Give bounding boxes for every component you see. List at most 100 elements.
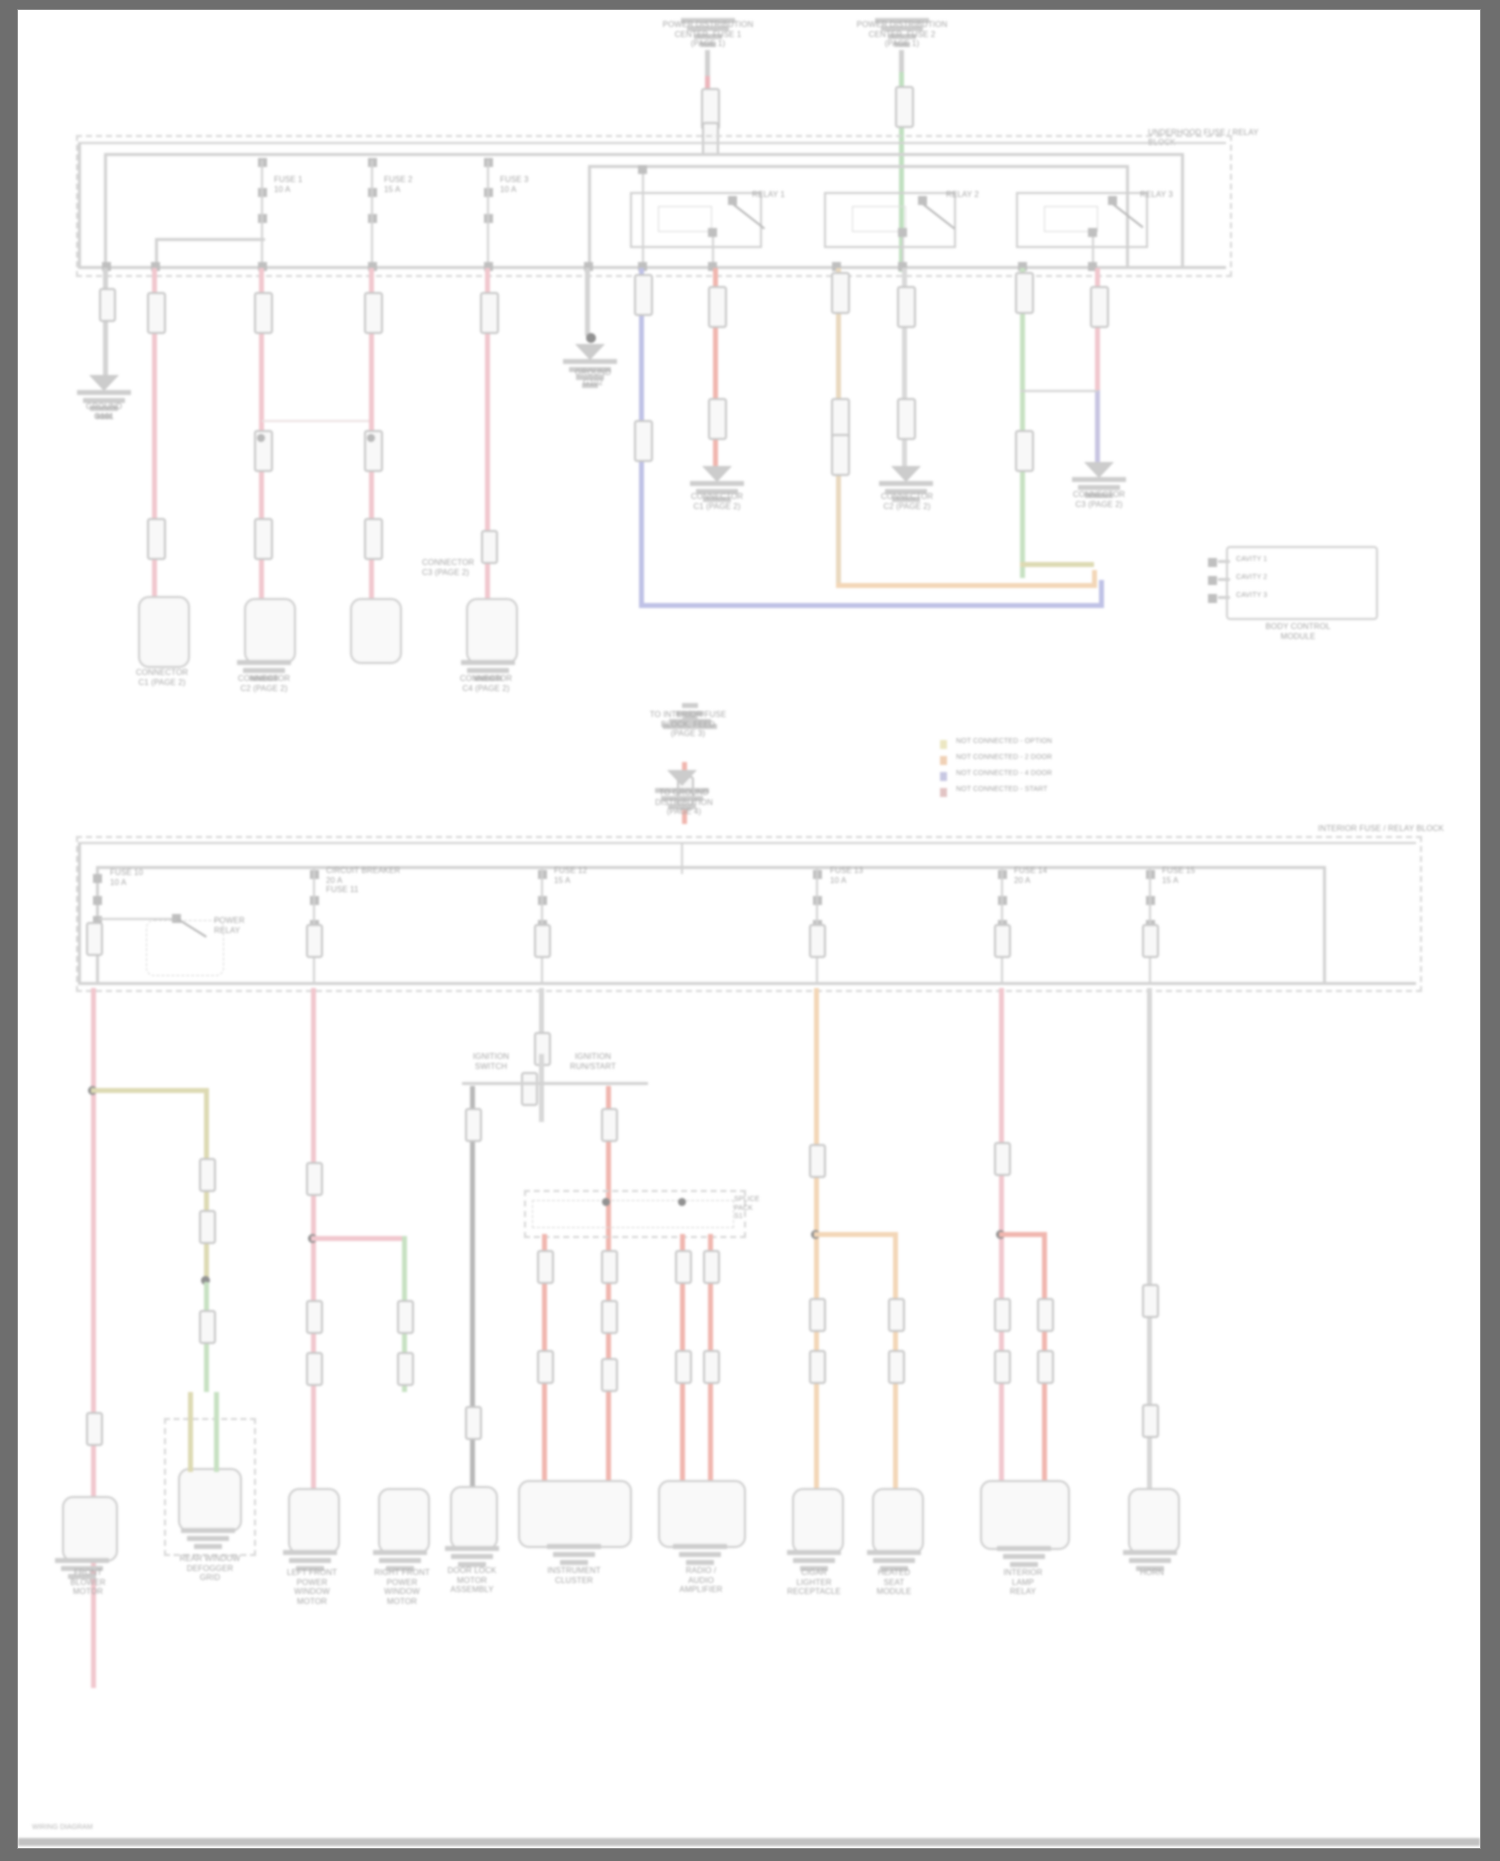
bottom-ground-5 xyxy=(444,1546,500,1567)
bottom-label-6: INSTRUMENT CLUSTER xyxy=(547,1566,601,1585)
fuse-l2-bot-2 xyxy=(306,1352,323,1386)
underhood-fuse-block-outline xyxy=(76,135,1232,277)
lower-pin-1c xyxy=(93,916,102,925)
splice-node-col-c xyxy=(257,434,265,442)
relay-3-pin-b xyxy=(1108,196,1117,205)
legend-text-4: NOT CONNECTED - START xyxy=(956,786,1048,793)
submodule-node-2 xyxy=(678,1198,686,1206)
interior-fuse-block-outline xyxy=(76,836,1422,992)
relay-1-pin-b xyxy=(728,196,737,205)
wire-l3-c xyxy=(539,1086,544,1122)
top-feed-symbol-right xyxy=(874,18,930,47)
lower-fuse-label-4: FUSE 13 10 A xyxy=(830,866,864,885)
lower-fuse-label-6: FUSE 15 15 A xyxy=(1162,866,1196,885)
relay-1-drop-a xyxy=(642,168,644,268)
fuse-l3-3 xyxy=(521,1072,538,1106)
bcm-pin-lead-3 xyxy=(1218,596,1230,599)
fuse-sub-3b xyxy=(703,1350,720,1384)
fuse-l2-bot-1 xyxy=(306,1300,323,1334)
relay-2-drop-b xyxy=(902,232,904,268)
fuse-l1-olive-2 xyxy=(199,1210,216,1244)
connector-label-col-j: CONNECTOR C2 (PAGE 2) xyxy=(880,492,934,511)
fuse-l2-mid xyxy=(306,1162,323,1196)
fuse-col-h-2 xyxy=(708,398,727,440)
connector-col-l xyxy=(1071,477,1127,498)
splice-l1-olive xyxy=(201,1276,210,1285)
connector-col-h xyxy=(689,481,745,502)
ground-label-g102: GROUND G102 xyxy=(574,368,612,387)
fuse-l1-bot xyxy=(86,1412,103,1446)
lower-rail-upper xyxy=(96,866,1326,869)
bottom-ground-4 xyxy=(372,1550,428,1571)
bcm-title: BODY CONTROL MODULE xyxy=(1265,622,1331,641)
component-label-col-b: CONNECTOR C1 (PAGE 2) xyxy=(135,668,189,687)
top-feed-label-right: POWER DISTRIBUTION CENTER, FUSE 2 (PAGE … xyxy=(856,20,948,48)
fuse-col-a xyxy=(99,288,116,322)
submodule-outline xyxy=(524,1190,746,1238)
component-label-col-e: CONNECTOR C4 (PAGE 2) xyxy=(459,674,513,693)
fuse-l4-2 xyxy=(809,1350,826,1384)
relay-2-pin-b xyxy=(918,196,927,205)
lower-right-edge xyxy=(1323,867,1326,983)
relay-3-pin-c xyxy=(1088,228,1097,237)
wire-col-l-pink xyxy=(1095,268,1100,458)
lower-ground-stack xyxy=(654,788,710,809)
relay-coil-1 xyxy=(658,206,712,232)
bus-node-2 xyxy=(151,262,160,271)
legend-swatch-1 xyxy=(940,740,947,749)
fuse-col-e-2 xyxy=(481,530,498,564)
bcm-node-1 xyxy=(1208,558,1217,567)
module-label-right: IGNITION RUN/START xyxy=(570,1052,616,1071)
relay-coil-3 xyxy=(1044,206,1098,232)
relay-1-pin-c xyxy=(708,228,717,237)
legend-swatch-4 xyxy=(940,788,947,797)
lower-ground-lead xyxy=(681,844,683,874)
sheet-footer: WIRING DIAGRAM xyxy=(32,1824,93,1831)
legend-swatch-2 xyxy=(940,756,947,765)
bottom-label-8: CIGAR LIGHTER RECEPTACLE xyxy=(787,1568,841,1596)
wire-col-e xyxy=(485,268,490,598)
wire-col-f xyxy=(585,268,590,336)
bus-node-4 xyxy=(368,262,377,271)
module-label-left: IGNITION SWITCH xyxy=(472,1052,510,1071)
wire-top-feed-right-green xyxy=(899,72,904,272)
lower-rail-top xyxy=(78,842,1416,844)
bottom-component-9 xyxy=(872,1488,924,1554)
fuse-col-e-1 xyxy=(480,292,499,334)
ground-symbol-g101-tri xyxy=(89,375,119,391)
bottom-label-3: LEFT FRONT POWER WINDOW MOTOR xyxy=(286,1568,338,1606)
fuse-top-feed-right xyxy=(895,86,914,128)
relay-2-pin-c xyxy=(898,228,907,237)
bcm-pin-label-3: CAVITY 3 xyxy=(1236,592,1268,599)
bcm-connector-box xyxy=(1226,546,1378,620)
bottom-label-11: HORN xyxy=(1140,1568,1164,1577)
bottom-ground-2 xyxy=(180,1528,236,1549)
bottom-ground-10 xyxy=(996,1546,1052,1567)
fuse-l3-left-1 xyxy=(465,1108,482,1142)
fuse-col-c-1 xyxy=(254,292,273,334)
fuse-l5-2 xyxy=(994,1350,1011,1384)
bus-relay-rail xyxy=(588,165,1128,168)
fuse-col-k-2 xyxy=(1015,430,1034,472)
submodule-node-1 xyxy=(602,1198,610,1206)
ground-col-c xyxy=(236,660,292,681)
fuse-label-f2: FUSE 2 15 A xyxy=(384,175,413,194)
fuse-sub-2a xyxy=(675,1250,692,1284)
bottom-component-4 xyxy=(378,1488,430,1554)
bus-right-edge xyxy=(1181,154,1184,267)
lower-rail-bottom xyxy=(78,982,1416,985)
fuse-col-b-1 xyxy=(147,292,166,334)
fuse-sub-2b xyxy=(675,1350,692,1384)
fuse-col-h-1 xyxy=(708,286,727,328)
fuse-l1-olive-1 xyxy=(199,1158,216,1192)
wire-module-green xyxy=(214,1392,219,1472)
component-label-col-c: CONNECTOR C2 (PAGE 2) xyxy=(237,674,291,693)
component-col-c xyxy=(244,598,296,664)
diagram-artwork: POWER DISTRIBUTION CENTER, FUSE 1 (PAGE … xyxy=(18,10,1480,1848)
wire-l6 xyxy=(1147,988,1152,1488)
fuse-col-g-1 xyxy=(634,274,653,316)
fuse-l3-left-2 xyxy=(465,1406,482,1440)
relay-label-2: RELAY 2 xyxy=(946,190,979,199)
bottom-ground-6 xyxy=(546,1544,602,1565)
fuse-col-i-1 xyxy=(831,272,850,314)
